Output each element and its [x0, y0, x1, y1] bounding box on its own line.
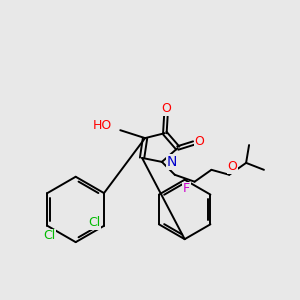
Text: N: N: [167, 155, 177, 169]
Text: Cl: Cl: [88, 216, 100, 229]
Text: O: O: [195, 135, 205, 148]
Text: Cl: Cl: [43, 229, 56, 242]
Text: O: O: [161, 102, 171, 115]
Text: HO: HO: [93, 119, 112, 132]
Text: F: F: [183, 182, 190, 195]
Text: O: O: [227, 160, 237, 173]
